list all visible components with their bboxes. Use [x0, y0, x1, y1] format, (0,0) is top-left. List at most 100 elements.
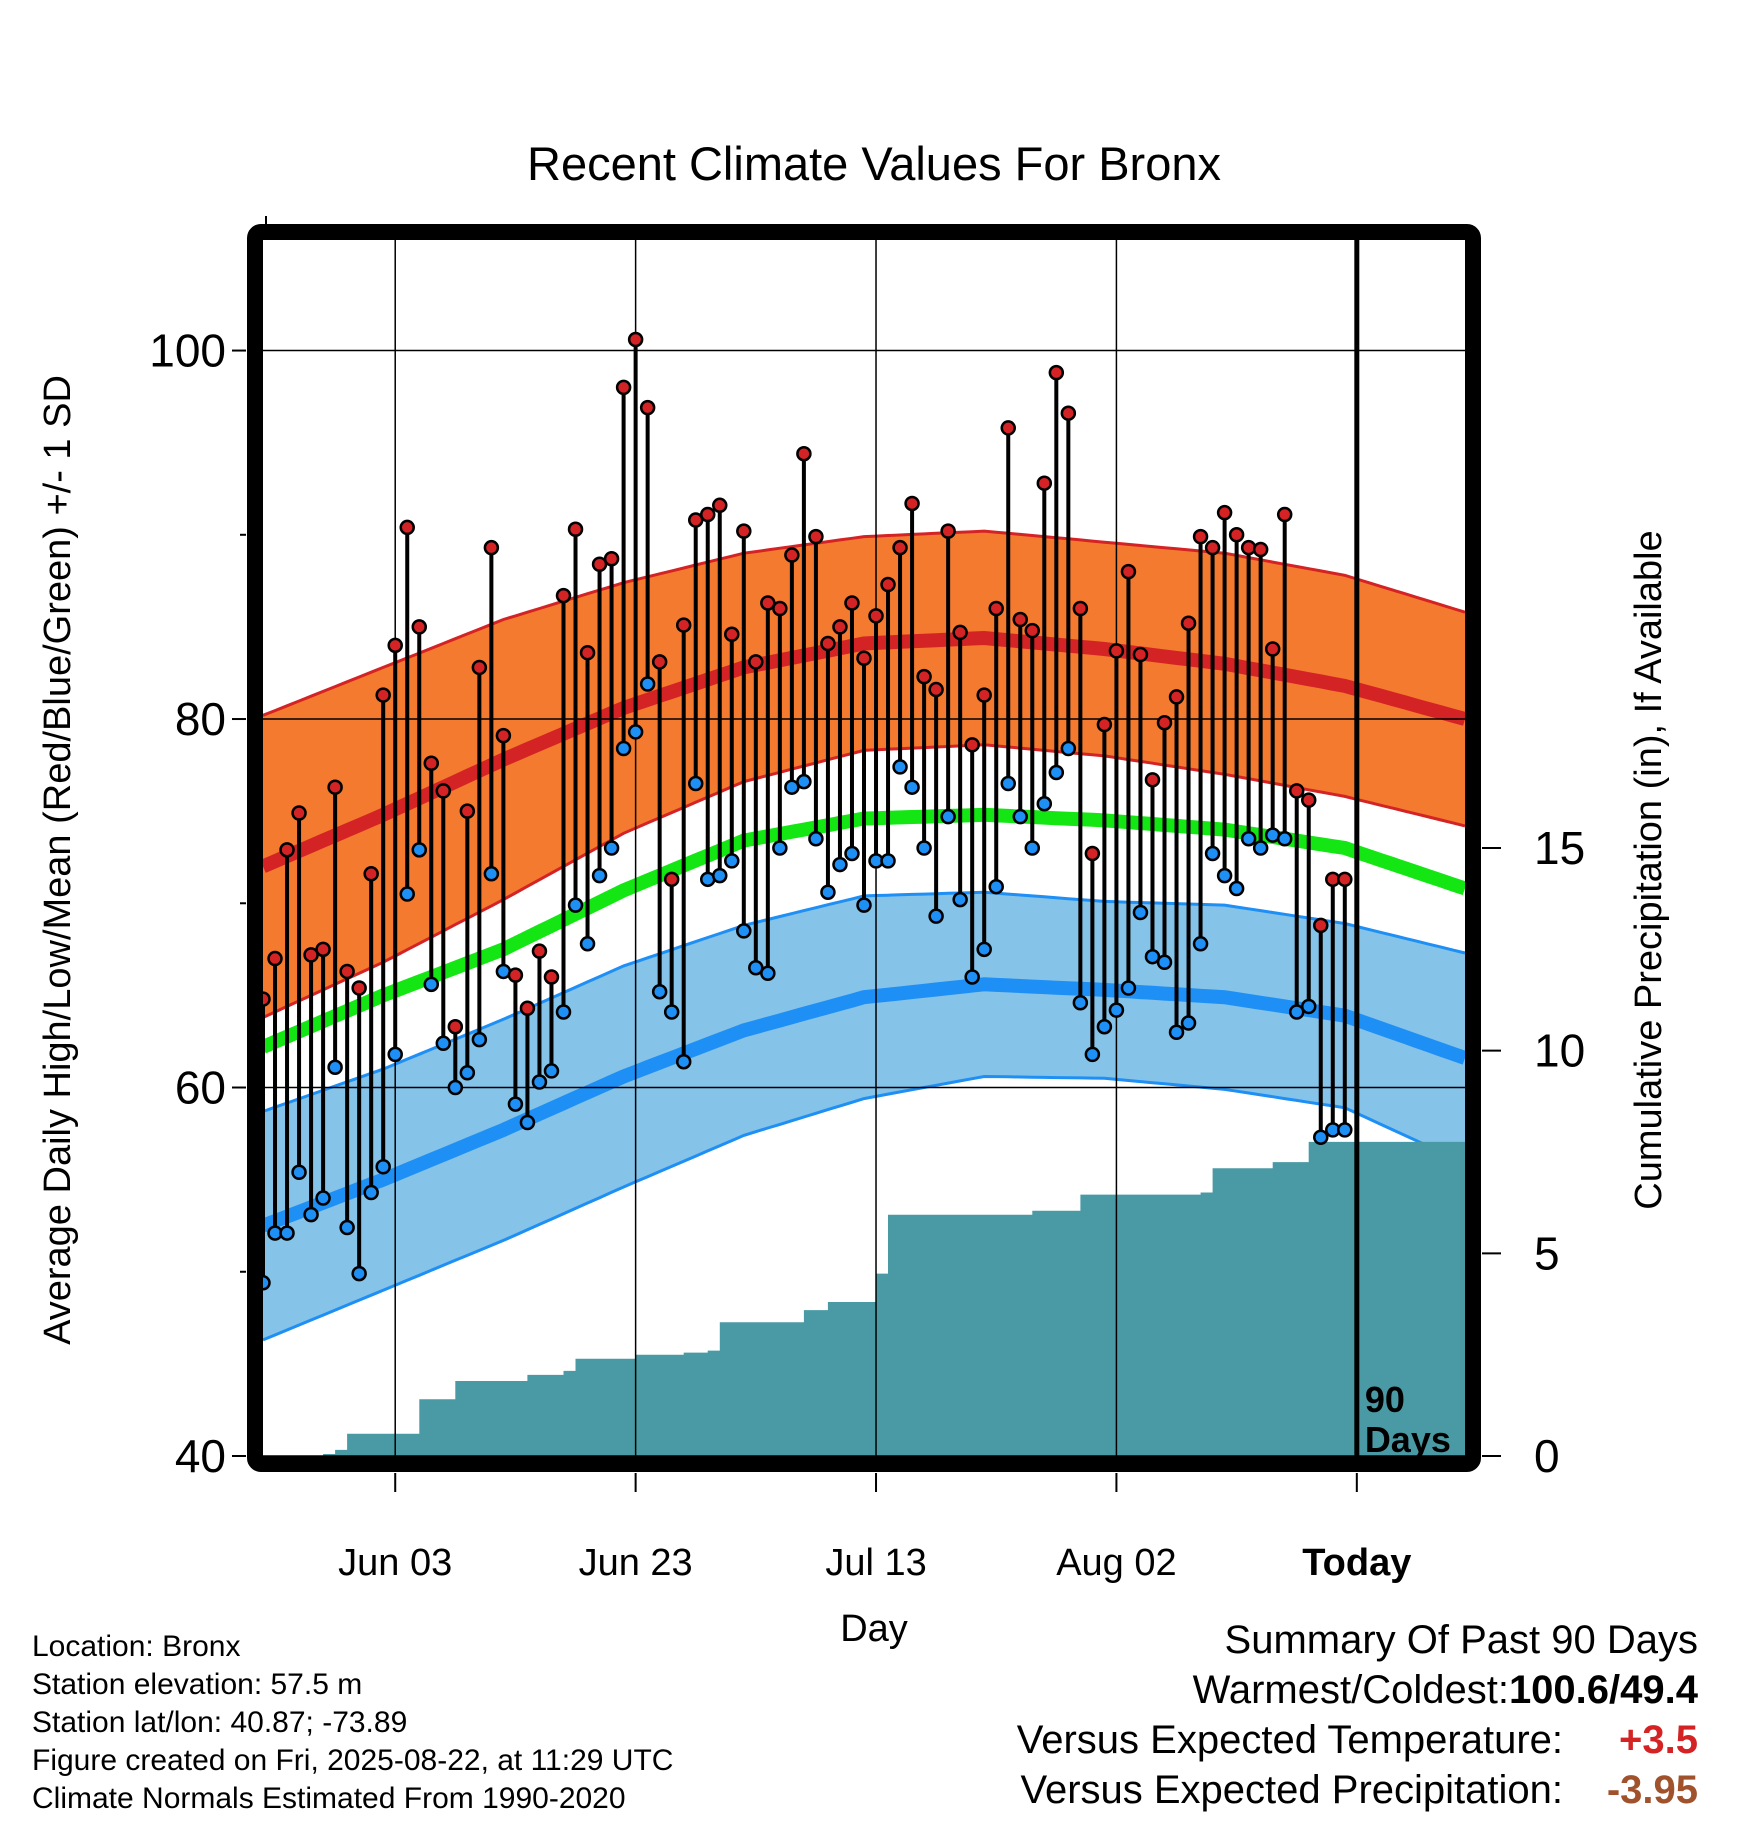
daily-low-point: [279, 1225, 295, 1241]
daily-high-point: [279, 842, 295, 858]
daily-low-point: [1084, 1046, 1101, 1063]
daily-high-point: [892, 539, 908, 556]
daily-low-point: [1252, 840, 1269, 856]
daily-high-point: [375, 687, 391, 703]
daily-high-point: [1337, 871, 1353, 888]
daily-high-point: [736, 523, 752, 539]
precip-value: -3.95: [1606, 1768, 1698, 1812]
temp-value: +3.5: [1619, 1718, 1698, 1762]
daily-high-point: [724, 626, 740, 643]
daily-high-point: [531, 943, 548, 959]
daily-low-point: [964, 969, 980, 985]
daily-low-point: [555, 1004, 572, 1020]
x-tick-label: Jun 03: [338, 1542, 452, 1584]
daily-high-point: [808, 528, 824, 545]
daily-high-point: [483, 539, 500, 556]
daily-low-point: [567, 897, 584, 913]
daily-high-point: [555, 587, 572, 604]
x-tick-label: Jun 23: [579, 1542, 693, 1584]
daily-low-point: [1168, 1024, 1185, 1040]
daily-low-point: [363, 1184, 379, 1201]
daily-low-point: [603, 840, 620, 856]
daily-low-point: [1036, 796, 1053, 812]
daily-low-point: [1276, 831, 1293, 847]
daily-low-point: [1216, 867, 1233, 884]
daily-low-point: [423, 976, 440, 993]
x-tick-label: Aug 02: [1056, 1542, 1176, 1584]
daily-high-point: [964, 737, 980, 753]
daily-low-point: [339, 1219, 355, 1236]
daily-high-point: [820, 635, 836, 652]
temp-label: Versus Expected Temperature:: [1016, 1718, 1563, 1762]
y-tick-label: 80: [175, 693, 226, 745]
daily-high-point: [699, 506, 716, 523]
y2-axis-label: Cumulative Precipitation (in), If Availa…: [1628, 530, 1670, 1209]
daily-high-point: [579, 644, 596, 661]
daily-low-point: [1000, 775, 1016, 792]
daily-low-point: [988, 878, 1004, 895]
daily-high-point: [1216, 504, 1233, 521]
footer-created: Figure created on Fri, 2025-08-22, at 11…: [32, 1744, 674, 1777]
daily-high-point: [748, 654, 764, 670]
y-tick-label: 40: [175, 1430, 226, 1482]
daily-high-point: [988, 600, 1004, 617]
daily-low-point: [1120, 980, 1137, 996]
daily-high-point: [928, 681, 944, 698]
daily-high-point: [832, 619, 848, 635]
daily-low-point: [892, 759, 908, 775]
daily-high-point: [1036, 475, 1053, 491]
daily-high-point: [1024, 622, 1041, 639]
daily-low-point: [952, 891, 968, 908]
daily-points: [255, 331, 1353, 1291]
daily-high-point: [291, 805, 307, 821]
x-tick-label: Jul 13: [825, 1542, 926, 1584]
daily-low-point: [760, 965, 776, 982]
daily-high-point: [507, 967, 524, 983]
daily-low-point: [447, 1079, 464, 1096]
daily-low-point: [615, 740, 632, 757]
daily-low-point: [856, 897, 872, 913]
daily-low-point: [411, 842, 428, 858]
daily-high-point: [1180, 615, 1197, 631]
x-tick-label: Today: [1302, 1542, 1411, 1584]
low-sd-lower-edge: [262, 1074, 1466, 1342]
summary-heading: Summary Of Past 90 Days: [1224, 1618, 1698, 1662]
daily-high-point: [267, 950, 283, 967]
daily-high-point: [399, 519, 415, 536]
daily-high-point: [1084, 845, 1101, 862]
daily-high-point: [952, 624, 968, 641]
daily-high-point: [1204, 539, 1221, 556]
daily-high-point: [423, 755, 440, 771]
daily-high-point: [363, 866, 379, 882]
footer-location: Location: Bronx: [32, 1630, 241, 1663]
daily-low-point: [639, 676, 656, 692]
daily-high-point: [1300, 792, 1317, 808]
daily-high-point: [1048, 364, 1065, 381]
daily-low-point: [579, 936, 596, 952]
daily-high-point: [856, 650, 872, 666]
daily-low-point: [1240, 831, 1257, 847]
footer-latlon: Station lat/lon: 40.87; -73.89: [32, 1706, 408, 1739]
daily-high-point: [796, 445, 812, 462]
y2-tick-label: 15: [1534, 822, 1585, 874]
daily-high-point: [615, 379, 632, 396]
daily-low-point: [291, 1164, 307, 1181]
daily-low-point: [796, 773, 812, 790]
daily-low-point: [315, 1190, 331, 1206]
daily-low-point: [375, 1158, 391, 1175]
daily-high-point: [327, 779, 343, 795]
daily-high-point: [916, 668, 932, 685]
daily-high-point: [1096, 716, 1113, 733]
daily-low-point: [1204, 845, 1221, 862]
daily-high-point: [471, 659, 488, 676]
daily-low-point: [1313, 1129, 1329, 1146]
daily-high-point: [435, 783, 452, 799]
daily-low-point: [1288, 1004, 1305, 1020]
daily-high-point: [675, 617, 692, 633]
daily-low-point: [1228, 880, 1245, 897]
daily-high-point: [1252, 541, 1269, 558]
daily-low-point: [904, 779, 920, 795]
y-tick-label: 60: [175, 1062, 226, 1114]
daily-low-point: [1337, 1122, 1353, 1138]
